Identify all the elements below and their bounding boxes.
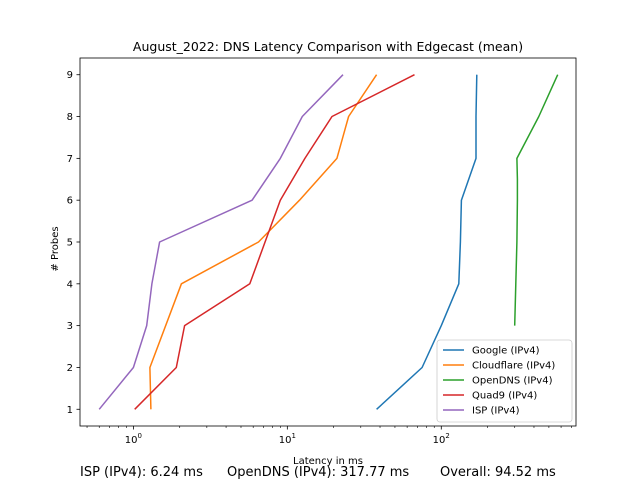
y-tick-label: 8 bbox=[67, 112, 73, 123]
x-axis-label: Latency in ms bbox=[293, 456, 363, 467]
legend-label-3: OpenDNS (IPv4) bbox=[472, 376, 553, 387]
series-line-4 bbox=[134, 74, 415, 410]
y-tick-label: 3 bbox=[67, 321, 73, 332]
opendns-summary: OpenDNS (IPv4): 317.77 ms bbox=[227, 465, 410, 480]
overall-summary: Overall: 94.52 ms bbox=[440, 465, 556, 480]
plot-area: 1 2 3 4 5 6 7 8 9 100 101 102 Google (IPv4) Cloudflar… bbox=[67, 57, 577, 446]
y-tick-label: 1 bbox=[67, 405, 73, 416]
series-line-2 bbox=[149, 74, 378, 410]
y-tick-label: 7 bbox=[67, 154, 73, 165]
legend-label-2: Cloudflare (IPv4) bbox=[472, 361, 555, 372]
x-tick-label: 100 bbox=[125, 432, 142, 446]
summary-footer: ISP (IPv4): 6.24 ms OpenDNS (IPv4): 317.… bbox=[0, 465, 640, 480]
y-tick-label: 5 bbox=[67, 238, 73, 249]
legend-box bbox=[436, 339, 573, 423]
y-tick-label: 4 bbox=[67, 279, 73, 290]
y-tick-label: 2 bbox=[67, 363, 73, 374]
y-tick-label: 9 bbox=[67, 70, 73, 81]
y-axis-label: # Probes bbox=[50, 226, 61, 271]
series-line-3 bbox=[513, 74, 559, 326]
legend-label-4: Quad9 (IPv4) bbox=[472, 391, 537, 402]
legend-label-5: ISP (IPv4) bbox=[472, 406, 520, 417]
series-line-5 bbox=[98, 74, 344, 410]
chart-title: August_2022: DNS Latency Comparison with… bbox=[133, 39, 523, 54]
x-tick-label: 101 bbox=[279, 432, 296, 446]
legend-label-1: Google (IPv4) bbox=[472, 346, 540, 357]
x-tick-label: 102 bbox=[433, 432, 450, 446]
y-tick-label: 6 bbox=[67, 196, 73, 207]
isp-summary: ISP (IPv4): 6.24 ms bbox=[80, 465, 203, 480]
series-line-1 bbox=[376, 74, 478, 410]
